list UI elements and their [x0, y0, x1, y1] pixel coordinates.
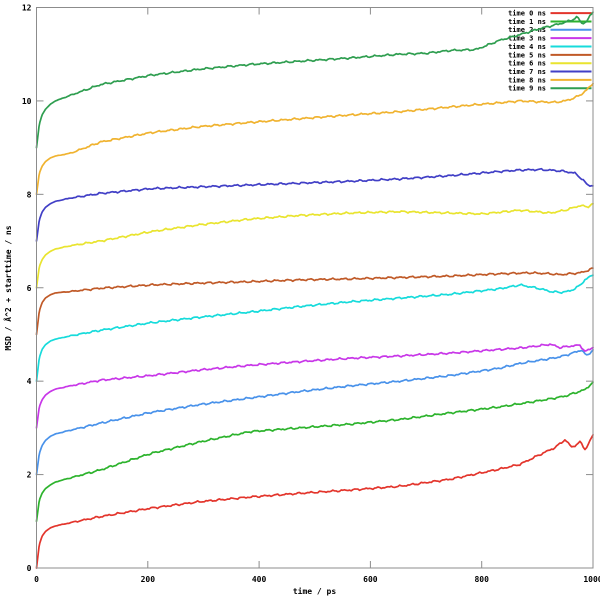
- legend-entry: time 9 ns: [508, 85, 592, 93]
- y-tick-label: 6: [27, 284, 32, 293]
- series-line-time-7-ns: [35, 167, 594, 242]
- y-tick-label: 12: [22, 4, 32, 13]
- legend-entry: time 5 ns: [508, 51, 592, 59]
- series-line-time-3-ns: [35, 343, 594, 429]
- series-line-time-8-ns: [35, 82, 594, 196]
- legend-entry: time 2 ns: [508, 26, 592, 34]
- series-line-time-1-ns: [35, 381, 594, 523]
- legend-entry: time 4 ns: [508, 43, 592, 51]
- series-line-time-5-ns: [35, 267, 594, 336]
- x-tick-label: 800: [474, 575, 489, 584]
- x-axis-label: time / ps: [293, 586, 337, 596]
- legend-label: time 4 ns: [508, 43, 546, 51]
- series-line-time-4-ns: [35, 274, 594, 383]
- legend-entry: time 6 ns: [508, 60, 592, 68]
- series-line-time-9-ns: [35, 11, 594, 149]
- series-line-time-0-ns: [35, 434, 594, 569]
- legend-entry: time 3 ns: [508, 35, 592, 43]
- curves: [35, 11, 594, 569]
- y-axis-label: MSD / Å^2 + starttime / ns: [3, 225, 13, 350]
- legend-entry: time 8 ns: [508, 76, 592, 84]
- legend-entry: time 0 ns: [508, 10, 592, 18]
- y-tick-label: 0: [27, 564, 32, 573]
- y-tick-label: 4: [27, 377, 32, 386]
- legend-label: time 5 ns: [508, 51, 546, 59]
- legend-label: time 2 ns: [508, 26, 546, 34]
- series-line-time-6-ns: [35, 202, 594, 289]
- x-tick-label: 400: [252, 575, 267, 584]
- x-tick-label: 0: [34, 575, 39, 584]
- legend-label: time 0 ns: [508, 10, 546, 18]
- y-tick-label: 2: [27, 471, 32, 480]
- legend-label: time 8 ns: [508, 76, 546, 84]
- legend-label: time 1 ns: [508, 18, 546, 26]
- legend-entry: time 7 ns: [508, 68, 592, 76]
- legend-label: time 7 ns: [508, 68, 546, 76]
- legend-label: time 3 ns: [508, 35, 546, 43]
- y-tick-label: 10: [22, 97, 32, 106]
- x-tick-label: 200: [141, 575, 156, 584]
- x-tick-label: 600: [363, 575, 378, 584]
- series-line-time-2-ns: [35, 349, 594, 476]
- legend-label: time 6 ns: [508, 60, 546, 68]
- y-tick-label: 8: [27, 190, 32, 199]
- legend-label: time 9 ns: [508, 85, 546, 93]
